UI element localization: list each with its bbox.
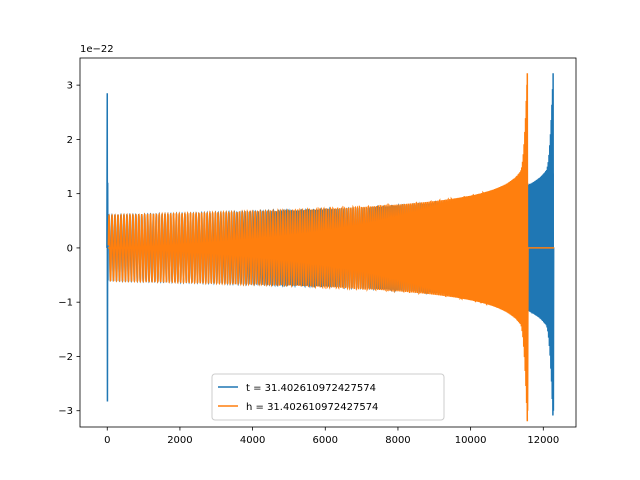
series-h-line	[107, 73, 555, 422]
y-tick-label: 1	[67, 189, 73, 200]
y-tick-label: 3	[67, 81, 73, 92]
y-tick-label: 0	[67, 243, 73, 254]
y-tick-label: 2	[67, 135, 73, 146]
y-tick-label: −2	[58, 352, 73, 363]
x-tick-label: 8000	[385, 435, 410, 446]
x-tick-label: 0	[104, 435, 110, 446]
y-offset-label: 1e−22	[80, 44, 114, 55]
x-tick-label: 10000	[455, 435, 487, 446]
legend-label: h = 31.402610972427574	[246, 402, 378, 413]
series-h-ringdown	[526, 73, 555, 411]
x-tick-label: 6000	[313, 435, 338, 446]
y-tick-label: −3	[58, 406, 73, 417]
legend: t = 31.402610972427574 h = 31.40261097242…	[211, 373, 445, 421]
x-tick-label: 4000	[240, 435, 265, 446]
y-tick-label: −1	[58, 298, 73, 309]
legend-box	[211, 373, 445, 421]
axes-frame	[79, 57, 577, 428]
legend-label: t = 31.402610972427574	[246, 383, 376, 394]
x-tick-label: 12000	[527, 435, 559, 446]
series-h-wave	[107, 84, 529, 422]
series-t-start-spike	[106, 93, 109, 402]
x-tick-label: 2000	[167, 435, 192, 446]
